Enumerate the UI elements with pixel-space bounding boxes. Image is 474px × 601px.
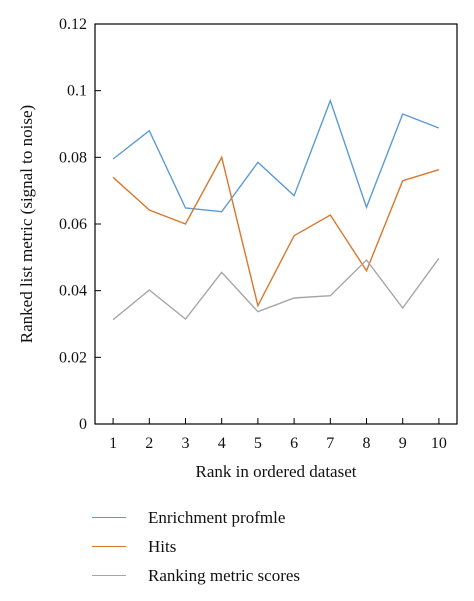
legend-item: Enrichment profmle (92, 503, 300, 532)
x-tick-label: 10 (431, 435, 447, 452)
x-axis-title: Rank in ordered dataset (196, 462, 357, 481)
legend-label: Hits (148, 536, 177, 556)
x-tick-label: 4 (218, 435, 226, 452)
y-axis-title: Ranked list metric (signal to noise) (17, 105, 36, 343)
x-tick-label: 5 (254, 435, 262, 452)
y-axis: 0 0.02 0.04 0.06 0.08 0.1 0.12 (59, 16, 101, 433)
x-tick-label: 9 (399, 435, 407, 452)
x-tick-label: 7 (326, 435, 334, 452)
x-tick-label: 3 (182, 435, 190, 452)
y-tick-label: 0.06 (59, 216, 87, 233)
y-tick-label: 0.08 (59, 149, 87, 166)
legend-swatch (92, 575, 126, 576)
y-tick-label: 0.1 (67, 83, 87, 100)
legend-item: Hits (92, 532, 300, 561)
y-tick-label: 0.02 (59, 349, 87, 366)
legend-swatch (92, 517, 126, 518)
x-axis: 1 2 3 4 5 6 7 8 9 10 (109, 418, 447, 452)
y-tick-label: 0 (79, 416, 87, 433)
x-tick-label: 2 (145, 435, 153, 452)
series-line-3 (112, 257, 440, 321)
legend-item: Ranking metric scores (92, 561, 300, 590)
x-tick-label: 8 (363, 435, 371, 452)
series-line-2 (112, 155, 440, 308)
x-tick-label: 1 (109, 435, 117, 452)
series-lines (112, 98, 440, 321)
legend-label: Ranking metric scores (148, 565, 301, 585)
x-tick-label: 6 (290, 435, 298, 452)
series-line-1 (112, 98, 440, 213)
y-tick-label: 0.04 (59, 283, 87, 300)
legend-label: Enrichment profmle (148, 507, 286, 527)
plot-frame (94, 23, 458, 425)
legend: Enrichment profmle Hits Ranking metric sco… (92, 503, 300, 590)
y-tick-label: 0.12 (59, 16, 87, 33)
legend-swatch (92, 546, 126, 547)
